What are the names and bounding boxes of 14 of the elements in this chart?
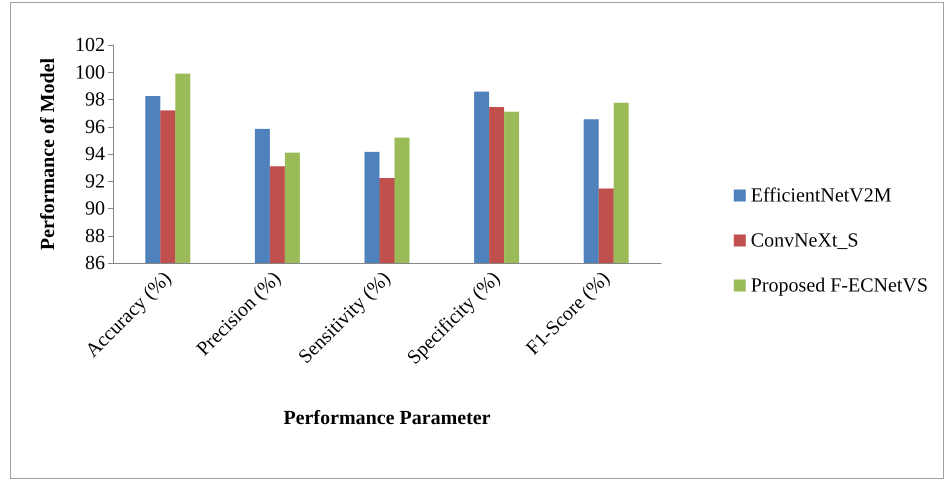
y-tick-label: 98 [85, 88, 105, 110]
legend-label: EfficientNetV2M [750, 184, 892, 206]
y-tick-label: 96 [85, 116, 105, 138]
y-tick-label: 90 [85, 198, 105, 220]
y-tick-label: 100 [75, 61, 105, 84]
y-axis-title: Performance of Model [37, 57, 59, 250]
x-axis-title: Performance Parameter [283, 407, 491, 429]
legend-label: Proposed F-ECNetVS [750, 274, 928, 296]
y-tick-label: 86 [85, 252, 105, 274]
y-tick-label: 88 [85, 224, 105, 247]
y-tick-label: 102 [75, 34, 105, 56]
legend-label: ConvNeXt_S [750, 230, 859, 252]
y-tick-label: 92 [85, 170, 105, 192]
y-tick-label: 94 [85, 143, 105, 165]
